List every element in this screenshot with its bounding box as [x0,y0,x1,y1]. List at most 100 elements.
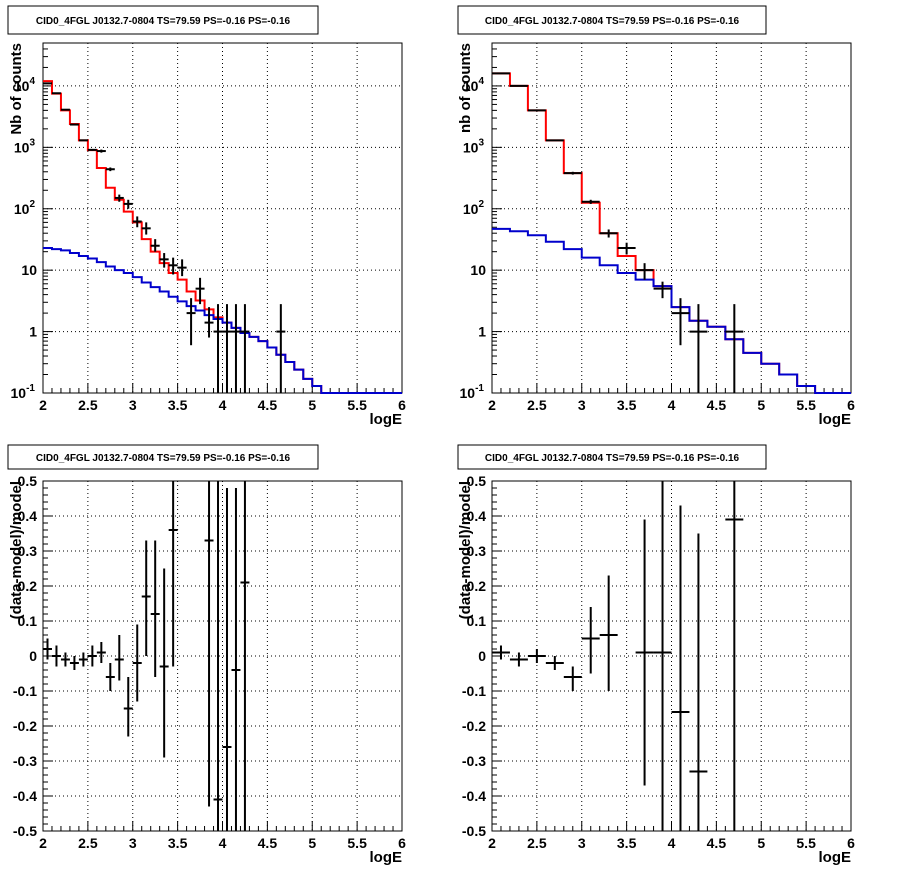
y-tick-label: 0.5 [467,473,487,489]
y-tick-label: 104 [14,76,36,94]
x-tick-label: 2.5 [527,835,547,851]
x-tick-label: 3.5 [617,397,637,413]
y-axis-label: (data-model)/model [8,481,25,619]
y-tick-label: 0.3 [467,543,487,559]
y-tick-label: 102 [463,199,485,217]
step-line-series-2 [43,246,402,394]
x-tick-label: 2 [39,397,47,413]
y-tick-exponent: -1 [475,383,484,394]
title-box [7,444,319,470]
x-tick-label: 5.5 [796,835,816,851]
x-tick-label: 2 [39,835,47,851]
y-tick-label: 0.1 [467,613,487,629]
y-tick-label: 10-1 [11,383,36,401]
y-tick-label: -0.1 [13,683,37,699]
y-tick-label: 1 [29,324,37,340]
y-tick-label: 0.2 [467,578,487,594]
y-tick-base: 10 [14,139,30,155]
y-tick-label: 10 [470,262,486,278]
x-tick-label: 6 [398,397,406,413]
y-tick-base: 10 [460,385,476,401]
x-tick-label: 3 [578,397,586,413]
y-tick-exponent: 4 [478,76,484,87]
data-points [43,82,286,393]
x-tick-label: 5.5 [347,835,367,851]
data-points [492,72,744,393]
x-tick-label: 2.5 [78,397,98,413]
y-tick-label: 102 [14,199,36,217]
x-tick-label: 5.5 [347,397,367,413]
x-tick-label: 3 [129,835,137,851]
x-axis-label: logE [819,849,852,866]
x-tick-label: 3.5 [168,835,188,851]
y-tick-label: -0.3 [462,753,486,769]
title-box [457,5,767,35]
x-tick-label: 3 [578,835,586,851]
y-axis-label: Nb of counts [8,43,25,135]
x-axis-label: logE [819,411,852,428]
y-tick-label: 0.1 [18,613,38,629]
x-tick-label: 4 [219,397,227,413]
x-tick-label: 6 [847,835,855,851]
x-tick-label: 2 [488,835,496,851]
y-tick-base: 10 [14,78,30,94]
y-tick-label: 0.3 [18,543,38,559]
x-tick-label: 2.5 [78,835,98,851]
y-tick-label: 10-1 [460,383,485,401]
y-tick-exponent: 2 [478,199,484,210]
y-tick-label: 0.4 [467,508,487,524]
y-tick-base: 10 [463,139,479,155]
x-axis-label: logE [370,411,403,428]
y-tick-base: 10 [463,201,479,217]
x-tick-label: 4.5 [258,835,278,851]
x-axis-label: logE [370,849,403,866]
plot-frame [491,42,852,394]
x-tick-label: 5 [308,835,316,851]
panel-1: 2 2.5 3 3.5 4 4.5 5 5.5 610-1110102103104logENb … [7,5,406,428]
panel-title: CID0_4FGL J0132.7-0804 TS=79.59 PS=-0.16… [485,453,740,464]
y-tick-exponent: 3 [29,137,35,148]
panel-4: 2 2.5 3 3.5 4 4.5 5 5.5 6 -0.5 -0.4 -0.3 -0.2 -0.1 0 0.… [457,444,855,866]
x-tick-label: 3.5 [617,835,637,851]
plot-frame [42,42,403,394]
y-tick-label: -0.2 [462,718,486,734]
x-tick-label: 3.5 [168,397,188,413]
x-tick-label: 5 [757,835,765,851]
plot-frame [491,480,852,832]
y-tick-base: 10 [11,385,27,401]
y-tick-label: 103 [14,137,36,155]
y-tick-label: 104 [463,76,485,94]
y-tick-label: -0.5 [462,823,486,839]
ticks [491,42,852,394]
x-tick-label: 4.5 [707,397,727,413]
step-line-series-1 [492,72,851,394]
panel-title: CID0_4FGL J0132.7-0804 TS=79.59 PS=-0.16… [36,16,291,27]
y-tick-base: 10 [14,201,30,217]
x-tick-label: 6 [398,835,406,851]
y-tick-label: -0.2 [13,718,37,734]
y-tick-label: 0 [29,648,37,664]
x-tick-label: 4 [668,397,676,413]
y-tick-label: -0.4 [13,788,37,804]
y-axis-label: nb of counts [457,43,474,133]
y-tick-label: -0.5 [13,823,37,839]
x-tick-label: 2.5 [527,397,547,413]
x-tick-label: 4.5 [258,397,278,413]
data-points [43,481,250,831]
x-tick-label: 5 [308,397,316,413]
y-tick-exponent: 2 [29,199,35,210]
x-tick-label: 3 [129,397,137,413]
title-box [457,444,767,470]
x-tick-label: 2 [488,397,496,413]
data-points [492,481,744,831]
plot-frame [42,480,403,832]
y-tick-label: 0.2 [18,578,38,594]
grid [492,43,851,393]
y-tick-label: -0.4 [462,788,486,804]
step-line-series-2 [492,227,851,394]
y-tick-label: 1 [478,324,486,340]
ticks [42,42,403,394]
y-tick-label: 103 [463,137,485,155]
y-tick-label: -0.3 [13,753,37,769]
